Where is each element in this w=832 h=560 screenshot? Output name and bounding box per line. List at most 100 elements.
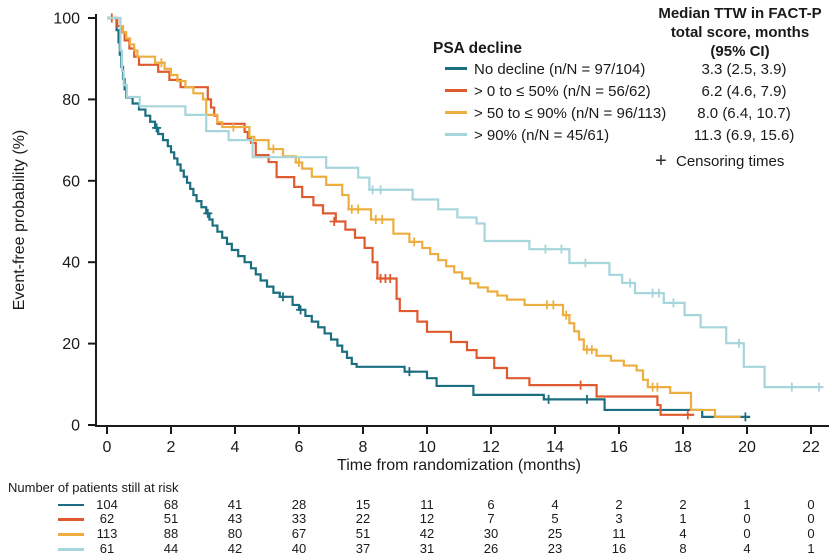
median-header-line2: total score, months — [670, 24, 810, 41]
risk-count: 41 — [227, 496, 243, 512]
risk-count: 67 — [291, 526, 307, 542]
legend-swatch-0 — [445, 67, 467, 70]
risk-row-swatch-2 — [58, 533, 84, 536]
legend-item-1: > 0 to ≤ 50% (n/N = 56/62) — [433, 81, 651, 103]
censor-mark-2 — [587, 345, 597, 355]
risk-count: 2 — [615, 496, 623, 512]
x-tick-label: 18 — [674, 439, 692, 456]
risk-count: 51 — [163, 511, 179, 527]
y-tick-label: 0 — [71, 418, 80, 435]
x-tick-label: 6 — [295, 439, 304, 456]
x-tick-label: 16 — [610, 439, 628, 456]
median-header-line3: (95% CI) — [710, 43, 770, 60]
x-axis-title: Time from randomization (months) — [337, 457, 581, 474]
risk-count: 0 — [807, 511, 815, 527]
y-tick-label: 100 — [53, 11, 80, 28]
risk-count: 33 — [291, 511, 307, 527]
x-tick-label: 0 — [103, 439, 112, 456]
risk-count: 16 — [611, 541, 627, 557]
risk-count: 23 — [547, 541, 563, 557]
km-curve-1 — [107, 16, 695, 416]
legend-label-2: > 50 to ≤ 90% (n/N = 96/113) — [474, 105, 667, 122]
km-curve-0 — [107, 16, 751, 418]
x-tick-label: 22 — [802, 439, 820, 456]
risk-count: 61 — [99, 541, 115, 557]
risk-count: 4 — [551, 496, 559, 512]
censor-mark-3 — [654, 288, 664, 298]
risk-count: 3 — [615, 511, 623, 527]
risk-count: 1 — [679, 511, 687, 527]
legend-item-0: No decline (n/N = 97/104) — [433, 59, 645, 81]
risk-count: 28 — [291, 496, 307, 512]
y-tick-label: 80 — [62, 92, 80, 109]
censor-mark-1 — [385, 273, 395, 283]
censor-mark-3 — [556, 244, 566, 254]
risk-count: 1 — [743, 496, 751, 512]
risk-row-swatch-0 — [58, 503, 84, 507]
censor-mark-2 — [652, 382, 662, 392]
x-tick-label: 10 — [418, 439, 436, 456]
legend-swatch-1 — [445, 89, 467, 92]
risk-count: 4 — [679, 526, 687, 542]
x-tick-label: 8 — [359, 439, 368, 456]
km-curve-2 — [107, 16, 741, 418]
x-tick-label: 14 — [546, 439, 564, 456]
risk-count: 5 — [551, 511, 559, 527]
median-value-1: 6.2 (4.6, 7.9) — [701, 83, 787, 100]
censor-mark-0 — [278, 292, 288, 302]
risk-count: 11 — [612, 526, 626, 542]
risk-count: 62 — [99, 511, 115, 527]
risk-count: 7 — [487, 511, 495, 527]
censor-mark-2 — [268, 144, 278, 154]
median-value-0: 3.3 (2.5, 3.9) — [701, 61, 787, 78]
censor-mark-3 — [376, 185, 386, 195]
risk-count: 1 — [807, 541, 815, 557]
censor-mark-2 — [548, 300, 558, 310]
risk-count: 31 — [419, 541, 435, 557]
risk-count: 6 — [487, 496, 495, 512]
censor-mark-0 — [404, 367, 414, 377]
censor-mark-1 — [329, 217, 339, 226]
censor-mark-3 — [580, 258, 590, 268]
censor-mark-0 — [296, 305, 306, 315]
censor-mark-3 — [734, 338, 744, 348]
risk-count: 44 — [163, 541, 179, 557]
x-tick-label: 12 — [482, 439, 500, 456]
censoring-label: Censoring times — [676, 153, 785, 170]
risk-count: 88 — [163, 526, 179, 542]
censor-mark-3 — [787, 382, 797, 392]
legend-item-3: > 90% (n/N = 45/61) — [433, 125, 609, 147]
risk-count: 51 — [355, 526, 371, 542]
censor-mark-3 — [368, 185, 378, 195]
risk-count: 0 — [743, 526, 751, 542]
legend-item-2: > 50 to ≤ 90% (n/N = 96/113) — [433, 103, 666, 125]
y-tick-label: 20 — [62, 336, 80, 353]
legend-swatch-3 — [445, 133, 467, 136]
km-curve-3 — [107, 16, 823, 389]
risk-count: 42 — [419, 526, 435, 542]
risk-row-0: 104 68 41 28 15 11 6 4 2 2 1 0 — [0, 496, 832, 512]
risk-count: 4 — [743, 541, 751, 557]
risk-count: 80 — [227, 526, 243, 542]
risk-count: 0 — [743, 511, 751, 527]
risk-count: 42 — [227, 541, 243, 557]
median-value-2: 8.0 (6.4, 10.7) — [697, 105, 791, 122]
median-header-line1: Median TTW in FACT-P — [658, 5, 822, 22]
risk-count: 8 — [679, 541, 687, 557]
censor-mark-3 — [814, 382, 824, 392]
censor-mark-1 — [683, 410, 693, 420]
risk-count: 22 — [355, 511, 371, 527]
risk-row-3: 61 44 42 40 37 31 26 23 16 8 4 1 — [0, 542, 832, 556]
y-tick-label: 40 — [62, 255, 80, 272]
risk-table-label: Number of patients still at risk — [8, 480, 179, 495]
censor-mark-3 — [540, 244, 550, 254]
x-tick-label: 2 — [167, 439, 176, 456]
y-tick-label: 60 — [62, 173, 80, 190]
risk-count: 26 — [483, 541, 499, 557]
risk-count: 0 — [807, 526, 815, 542]
risk-row-swatch-1 — [58, 518, 84, 521]
risk-count: 104 — [96, 496, 118, 512]
risk-count: 11 — [420, 496, 434, 512]
risk-count: 0 — [807, 496, 815, 512]
